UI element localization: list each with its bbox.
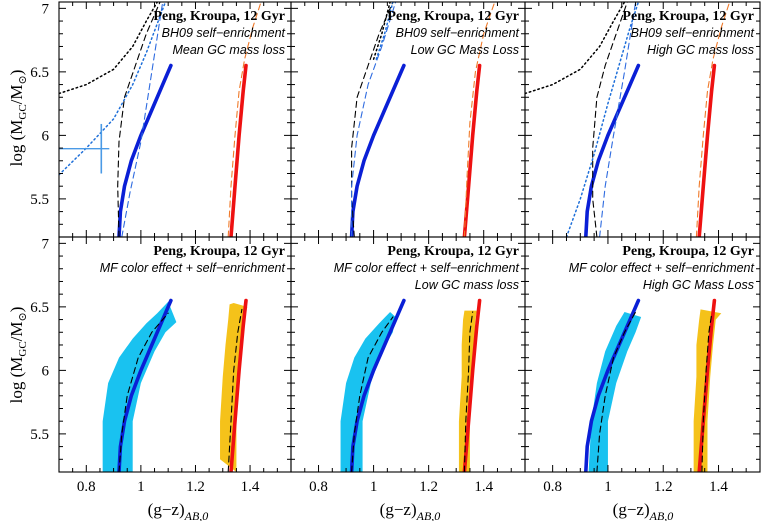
y-tick-label: 6	[42, 128, 50, 144]
x-tick-label: 1.2	[419, 479, 438, 495]
series-black-dashed-3	[701, 313, 713, 472]
panel-annotation: BH09 self−enrichment	[396, 26, 520, 40]
x-tick-label: 0.8	[543, 479, 562, 495]
cyan-band-0	[102, 301, 177, 472]
panel-top-right: Peng, Kroupa, 12 Gyr BH09 self−enrichment…	[524, 1, 761, 238]
panel-annotation: Mean GC mass loss	[172, 43, 285, 57]
x-axis-title-left: (g−z)AB,0	[148, 500, 209, 521]
panels: 5.5 6 6.5 7 Peng, Kroupa, 12 Gyr BH09 self−en…	[30, 1, 761, 495]
plot-area	[349, 2, 496, 237]
panel-bottom-middle: 0.8 1 1.2 1.4 Peng, Kroupa, 12 Gyr MF color e…	[290, 236, 526, 495]
x-tick-label: 1	[137, 479, 145, 495]
x-tick-label: 0.8	[309, 479, 328, 495]
series-black-dotted-3	[59, 2, 159, 95]
x-tick-label: 0.8	[77, 479, 96, 495]
panel-annotation: MF color effect + self−enrichment	[100, 261, 286, 275]
panel-top-left: 5.5 6 6.5 7 Peng, Kroupa, 12 Gyr BH09 self−en…	[30, 1, 292, 238]
panel-bottom-right: 0.8 1 1.2 1.4 Peng, Kroupa, 12 Gyr MF color e…	[524, 236, 761, 495]
x-tick-label: 1.4	[474, 479, 493, 495]
panel-annotation: Peng, Kroupa, 12 Gyr	[622, 9, 754, 24]
series-blue-dashed-5	[351, 2, 397, 237]
series-blue-dashed-5	[121, 2, 164, 237]
plot-area	[340, 298, 482, 472]
y-tick-label: 5.5	[30, 427, 49, 443]
series-blue-dashed-5	[599, 2, 637, 237]
series-black-dashed-3	[227, 308, 243, 472]
series-orange-dashed-6	[463, 2, 496, 237]
x-tick-label: 1	[604, 479, 612, 495]
plot-area	[59, 2, 262, 237]
panel-annotation: High GC Mass Loss	[643, 278, 754, 292]
series-black-dashed-2	[596, 311, 637, 472]
series-black-dashed-2	[118, 312, 169, 472]
panel-annotation: Peng, Kroupa, 12 Gyr	[153, 244, 285, 259]
series-red-solid-1	[462, 298, 482, 472]
panel-annotation: Peng, Kroupa, 12 Gyr	[153, 9, 285, 24]
cyan-band-0	[588, 311, 642, 472]
series-red-solid-1	[229, 298, 248, 472]
y-tick-label: 7	[42, 236, 50, 252]
panel-frame	[524, 236, 761, 473]
x-tick-label: 1.4	[241, 479, 260, 495]
series-black-dashed-2	[351, 2, 394, 237]
series-red-solid-1	[697, 298, 717, 472]
x-axis-title-middle: (g−z)AB,0	[380, 500, 441, 521]
x-tick-label: 1.4	[709, 479, 728, 495]
series-orange-dashed-6	[227, 2, 262, 237]
series-blue-solid-0	[117, 63, 173, 237]
series-black-dashed-2	[351, 316, 394, 472]
panel-annotation: High GC mass loss	[647, 43, 754, 57]
series-black-dotted-3	[372, 2, 391, 60]
series-orange-dashed-6	[695, 2, 731, 237]
y-tick-label: 7	[42, 1, 50, 17]
series-blue-dotted-4	[375, 2, 394, 60]
series-blue-solid-0	[583, 298, 641, 472]
series-blue-solid-0	[349, 63, 406, 237]
plot-area	[525, 2, 731, 237]
series-black-dashed-3	[463, 311, 474, 472]
series-red-solid-1	[229, 63, 248, 237]
series-blue-solid-0	[583, 63, 641, 237]
panel-annotation: BH09 self−enrichment	[162, 26, 286, 40]
series-red-solid-1	[697, 63, 717, 237]
series-black-dotted-3	[525, 2, 626, 95]
series-black-dashed-2	[117, 2, 161, 237]
plot-area	[102, 298, 248, 472]
x-tick-label: 1	[370, 479, 378, 495]
y-tick-label: 6	[42, 363, 50, 379]
panel-annotation: Peng, Kroupa, 12 Gyr	[387, 244, 519, 259]
series-red-solid-1	[462, 63, 482, 237]
y-tick-label: 5.5	[30, 192, 49, 208]
series-black-dashed-2	[592, 2, 628, 237]
x-tick-label: 1.2	[186, 479, 205, 495]
panel-annotation: MF color effect + self−enrichment	[334, 261, 520, 275]
y-axis-title-bottom: log (MGC/M⊙)	[7, 307, 29, 404]
panel-annotation: BH09 self−enrichment	[631, 26, 755, 40]
panel-annotation: Peng, Kroupa, 12 Gyr	[622, 244, 754, 259]
y-tick-label: 6.5	[30, 300, 49, 316]
series-blue-dotted-4	[565, 2, 640, 237]
y-tick-label: 6.5	[30, 65, 49, 81]
panel-top-middle: Peng, Kroupa, 12 Gyr BH09 self−enrichment…	[290, 1, 526, 238]
panel-annotation: Low GC mass loss	[415, 278, 519, 292]
panel-annotation: MF color effect + self−enrichment	[569, 261, 755, 275]
panel-bottom-left: 5.5 6 6.5 7 0.8 1 1.2 1.4 Peng, Kroupa, 12 Gyr MF…	[30, 236, 292, 495]
panel-annotation: Peng, Kroupa, 12 Gyr	[387, 9, 519, 24]
panel-annotation: Low GC Mass Loss	[411, 43, 519, 57]
y-axis-title-top: log (MGC/M⊙)	[7, 70, 29, 167]
plot-area	[583, 298, 722, 472]
x-axis-title-right: (g−z)AB,0	[613, 500, 674, 521]
x-tick-label: 1.2	[654, 479, 673, 495]
